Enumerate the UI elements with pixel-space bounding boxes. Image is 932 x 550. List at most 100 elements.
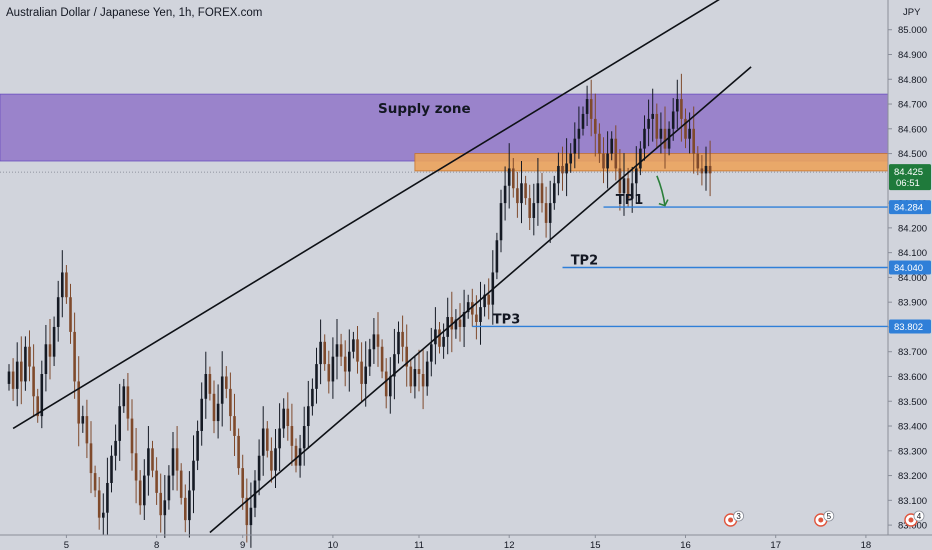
candle	[270, 437, 273, 483]
candle	[626, 167, 630, 208]
candle	[495, 232, 499, 280]
candle-body	[130, 418, 134, 454]
candle	[692, 106, 695, 174]
candle	[331, 337, 335, 399]
zones-layer	[0, 93, 889, 172]
candle	[134, 428, 138, 504]
candle-body	[270, 450, 273, 471]
last-price-value: 84.425	[894, 167, 923, 178]
event-marker[interactable]: 3	[723, 510, 744, 527]
candle-body	[7, 371, 11, 384]
candle-body	[257, 455, 261, 481]
candle	[401, 315, 404, 362]
candle	[700, 155, 704, 186]
candle-body	[151, 448, 154, 471]
candle	[192, 435, 195, 514]
candle	[319, 319, 322, 385]
candle	[151, 440, 154, 478]
bar-countdown: 06:51	[896, 178, 920, 189]
candle	[507, 143, 511, 209]
candle-body	[651, 113, 654, 119]
candle	[614, 125, 618, 181]
candle	[61, 250, 64, 318]
candle-body	[577, 128, 581, 139]
lower-channel-line[interactable]	[209, 66, 752, 534]
candle	[44, 324, 48, 392]
candle-body	[233, 416, 236, 436]
candle-body	[138, 480, 142, 506]
candle-body	[647, 118, 650, 129]
currency-label: JPY	[903, 7, 921, 18]
take-profit-label: TP1	[616, 193, 643, 208]
price-tick-label: 83.700	[898, 347, 927, 358]
candle-body	[241, 468, 244, 498]
candle	[487, 278, 490, 320]
flag-dot-icon	[818, 517, 824, 523]
candle	[163, 475, 167, 538]
candle-body	[676, 99, 679, 112]
candle-body	[93, 473, 97, 491]
take-profit-price: 83.802	[894, 322, 923, 333]
candle	[704, 146, 708, 191]
candle-body	[671, 111, 675, 129]
candle-body	[483, 294, 486, 308]
candle-body	[159, 492, 162, 516]
candle-body	[700, 168, 704, 174]
candle-body	[97, 490, 101, 518]
candle-body	[659, 128, 663, 139]
candle-body	[684, 118, 687, 139]
candle-body	[471, 302, 474, 315]
event-marker[interactable]: 5	[814, 510, 835, 527]
candle-body	[352, 339, 355, 352]
candle-body	[229, 388, 232, 417]
candle-body	[454, 319, 458, 330]
time-tick-label: 17	[770, 540, 781, 550]
candle	[635, 146, 638, 204]
candle-body	[196, 430, 199, 461]
candle-body	[557, 165, 560, 184]
candle	[110, 445, 113, 493]
candle-body	[102, 512, 105, 518]
candle-body	[356, 339, 359, 362]
candle-body	[507, 168, 511, 186]
candle-body	[208, 374, 212, 394]
candle-body	[688, 128, 691, 139]
arrow-head	[658, 199, 669, 207]
candle	[360, 342, 363, 402]
candle-body	[122, 386, 126, 407]
candle	[684, 108, 687, 149]
candle	[434, 307, 437, 365]
time-axis[interactable]: 5 8 9 10 11 12 15 16 17 18	[0, 534, 932, 550]
candle	[122, 378, 126, 413]
candle-body	[171, 448, 175, 476]
candle	[430, 327, 433, 377]
candle-body	[589, 99, 593, 119]
flag-dot-icon	[728, 517, 734, 523]
candle	[52, 316, 56, 367]
candle	[413, 355, 417, 399]
candle-body	[598, 133, 601, 154]
candle-body	[286, 408, 290, 427]
candle	[659, 112, 663, 154]
upper-channel-line[interactable]	[12, 0, 726, 430]
event-marker[interactable]: 4	[904, 510, 925, 527]
price-axis[interactable]: 85.00084.90084.80084.70084.60084.50084.3…	[887, 0, 931, 535]
price-tick-label: 84.500	[898, 149, 927, 160]
candle-body	[36, 396, 39, 417]
candle	[126, 373, 130, 431]
event-count: 3	[736, 512, 741, 521]
time-tick-label: 8	[154, 540, 159, 550]
candle-body	[532, 203, 536, 218]
time-tick-label: 18	[861, 540, 872, 550]
candle-body	[630, 183, 634, 199]
candle	[175, 426, 179, 491]
candle-body	[389, 376, 392, 397]
candle	[200, 382, 203, 446]
candle	[323, 334, 326, 371]
price-tick-label: 84.600	[898, 124, 927, 135]
candle-body	[573, 138, 577, 154]
candle	[282, 398, 285, 438]
candle	[503, 166, 507, 221]
candle-body	[413, 369, 417, 387]
